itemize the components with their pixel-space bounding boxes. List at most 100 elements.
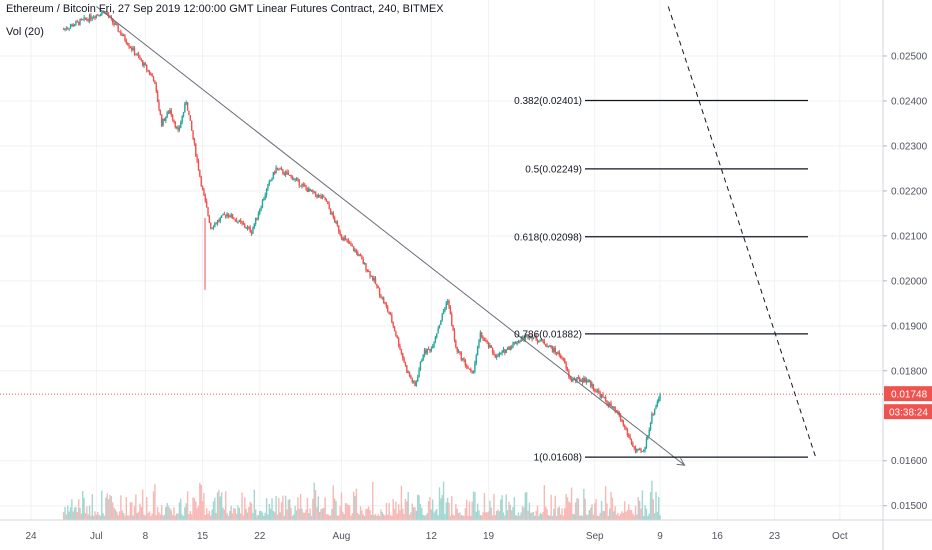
candle-body: [333, 217, 336, 223]
volume-bar: [464, 508, 467, 520]
candle-body: [422, 354, 424, 361]
candle-body: [250, 232, 253, 234]
volume-bar: [278, 498, 280, 520]
volume-bar: [297, 497, 299, 520]
volume-bar: [97, 511, 99, 520]
candle-body: [218, 220, 220, 222]
volume-bar: [257, 514, 260, 520]
candle-body: [644, 446, 646, 451]
time-axis[interactable]: 24 Jul 8 15 22 Aug 12 19 Sep 9 16 23 Oct: [0, 519, 932, 542]
candle-body: [309, 188, 311, 192]
chart-title: Ethereum / Bitcoin Fri, 27 Sep 2019 12:0…: [6, 3, 444, 15]
volume-bar: [75, 506, 77, 520]
fib-levels[interactable]: 0.382(0.02401) 0.5(0.02249) 0.618(0.02098)…: [514, 96, 808, 464]
volume-indicator-label[interactable]: Vol (20): [6, 26, 44, 38]
candle-body: [135, 54, 137, 56]
volume-bar: [95, 514, 98, 520]
candle-body: [180, 122, 182, 128]
candle-body: [335, 221, 337, 223]
volume-bar: [653, 513, 656, 520]
volume-bar: [241, 492, 243, 520]
volume-bar: [418, 495, 420, 520]
volume-bar: [377, 514, 379, 520]
candle-body: [348, 243, 351, 245]
volume-bar: [553, 508, 555, 520]
candle-body: [163, 118, 166, 121]
volume-bar: [128, 515, 130, 520]
candle-body: [638, 449, 641, 451]
volume-bar: [184, 507, 186, 520]
price-axis[interactable]: 0.02500 0.02400 0.02300 0.02200 0.02100 0.020…: [882, 0, 928, 550]
volume-bar: [197, 505, 200, 520]
volume-bar: [384, 515, 386, 520]
volume-bar: [155, 515, 157, 520]
candle-body: [561, 358, 563, 360]
candle-body: [336, 221, 339, 226]
volume-bar: [344, 502, 347, 520]
candle-body: [534, 335, 536, 338]
volume-bar: [378, 515, 381, 520]
volume-bar: [376, 515, 378, 520]
volume-bar: [222, 507, 224, 520]
volume-bar: [651, 480, 653, 520]
candle-body: [625, 427, 627, 431]
volume-bar: [565, 493, 567, 520]
candle-body: [71, 24, 73, 27]
volume-bar: [429, 496, 431, 520]
candle-body: [517, 340, 520, 344]
candle-body: [609, 403, 611, 406]
volume-bar: [574, 502, 577, 520]
volume-bar: [132, 515, 134, 520]
volume-bar: [621, 511, 623, 520]
time-tick-label: 19: [483, 531, 495, 542]
candle-body: [641, 451, 644, 453]
price-tags: 0.01748 03:38:24: [0, 386, 932, 420]
volume-bar: [513, 497, 516, 520]
volume-bar: [214, 497, 216, 520]
volume-bar: [510, 510, 513, 520]
candle-body: [171, 115, 174, 120]
volume-bar: [162, 515, 164, 520]
candle-body: [562, 358, 565, 360]
candle-body: [95, 14, 98, 18]
time-tick-label: 23: [769, 531, 781, 542]
time-tick-label: 16: [712, 531, 724, 542]
volume-bar: [272, 510, 275, 520]
candle-body: [430, 348, 433, 352]
candle-body: [72, 24, 74, 27]
candle-body: [543, 341, 546, 345]
candle-body: [161, 114, 163, 126]
candle-body: [162, 118, 164, 126]
candle-body: [320, 195, 322, 199]
volume-bar: [133, 505, 136, 520]
volume-bar: [625, 511, 627, 520]
candle-body: [298, 179, 300, 186]
volume-bar: [256, 515, 258, 520]
candle-body: [120, 31, 122, 35]
volume-bar: [614, 506, 616, 520]
volume-bar: [223, 509, 226, 520]
volume-bar: [595, 499, 597, 520]
candle-body: [242, 223, 245, 225]
candle-body: [151, 74, 153, 77]
candle-body: [621, 419, 623, 421]
candle-body: [485, 340, 487, 342]
volume-bar: [361, 510, 363, 520]
candle-body: [370, 275, 373, 277]
volume-bar: [173, 507, 175, 520]
volume-bar: [175, 513, 178, 520]
candle-body: [655, 406, 657, 409]
volume-bar: [308, 513, 310, 520]
volume-bar: [166, 502, 168, 520]
candle-body: [456, 346, 458, 352]
candle-body: [579, 377, 581, 382]
volume-bar: [158, 512, 160, 520]
candle-body: [385, 303, 388, 307]
candle-body: [69, 26, 72, 29]
volume-bar: [351, 513, 354, 520]
volume-bar: [570, 487, 573, 520]
volume-bar: [301, 508, 303, 520]
drawings[interactable]: [96, 6, 816, 466]
candle-body: [527, 334, 529, 339]
